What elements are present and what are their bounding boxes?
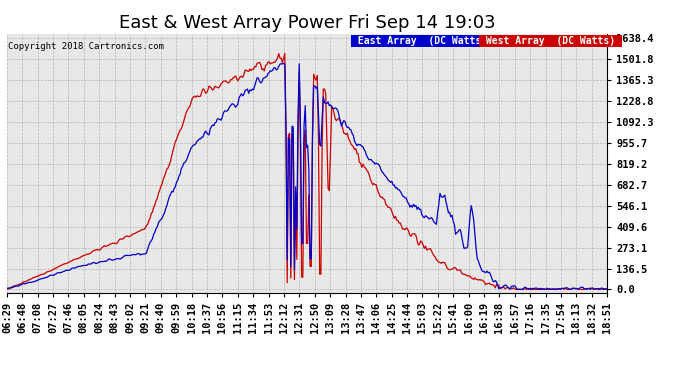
Title: East & West Array Power Fri Sep 14 19:03: East & West Array Power Fri Sep 14 19:03 [119, 14, 495, 32]
Text: West Array  (DC Watts): West Array (DC Watts) [480, 36, 621, 46]
Text: East Array  (DC Watts): East Array (DC Watts) [352, 36, 493, 46]
Text: Copyright 2018 Cartronics.com: Copyright 2018 Cartronics.com [8, 42, 164, 51]
